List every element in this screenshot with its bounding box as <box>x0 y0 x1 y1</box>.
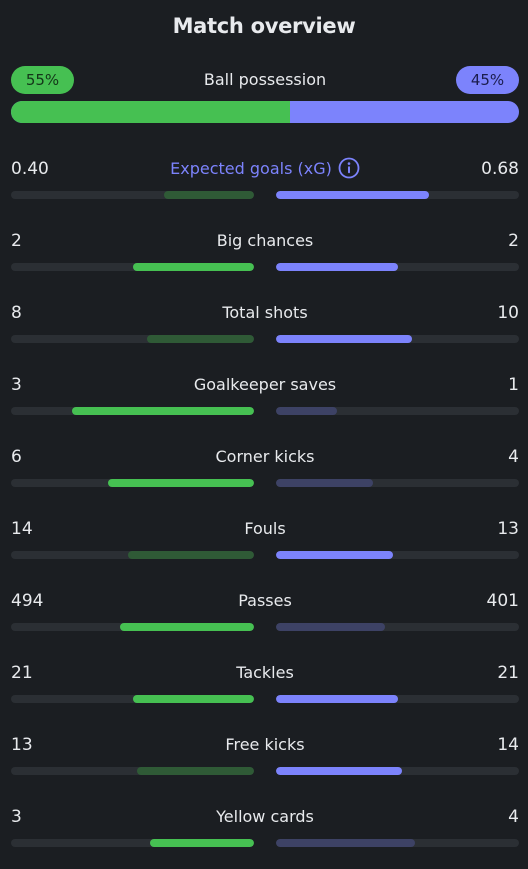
stat-away-value: 401 <box>486 591 519 611</box>
stat-row: 2 Big chances 2 <box>11 230 519 272</box>
stat-away-track <box>276 767 519 775</box>
stat-away-track <box>276 551 519 559</box>
stat-home-track <box>11 839 254 847</box>
stat-away-value: 4 <box>508 807 519 827</box>
stat-home-track <box>11 335 254 343</box>
stat-label: Yellow cards <box>216 807 314 826</box>
stat-label: Expected goals (xG) <box>11 157 519 180</box>
ball-possession-header: 55% Ball possession 45% <box>11 66 519 94</box>
stat-home-value: 13 <box>11 735 33 755</box>
home-possession-badge: 55% <box>11 66 74 94</box>
stat-label: Big chances <box>216 231 314 250</box>
stat-home-track <box>11 479 254 487</box>
stat-row: 14 Fouls 13 <box>11 518 519 560</box>
stat-home-value: 14 <box>11 519 33 539</box>
stat-row: 0.40 Expected goals (xG) 0.68 <box>11 157 519 200</box>
stat-home-fill <box>164 191 254 199</box>
stat-home-fill <box>108 479 254 487</box>
stat-away-fill <box>276 407 337 415</box>
stat-label: Fouls <box>244 519 286 538</box>
stat-away-value: 0.68 <box>481 159 519 179</box>
stat-home-fill <box>132 263 254 271</box>
ball-possession-label: Ball possession <box>203 70 327 89</box>
stat-label: Tackles <box>236 663 294 682</box>
stat-label-text: Expected goals (xG) <box>170 159 332 178</box>
stat-row: 13 Free kicks 14 <box>11 734 519 776</box>
stat-away-fill <box>276 479 374 487</box>
stat-away-track <box>276 839 519 847</box>
stat-home-fill <box>71 407 254 415</box>
stat-label: Goalkeeper saves <box>193 375 337 394</box>
stat-home-track <box>11 767 254 775</box>
stat-away-track <box>276 479 519 487</box>
stat-away-fill <box>276 839 415 847</box>
stat-home-track <box>11 551 254 559</box>
stat-row: 494 Passes 401 <box>11 590 519 632</box>
stat-away-value: 4 <box>508 447 519 467</box>
stat-home-track <box>11 623 254 631</box>
stat-label: Total shots <box>222 303 308 322</box>
info-icon[interactable] <box>338 157 360 179</box>
stat-home-fill <box>147 335 254 343</box>
stat-away-track <box>276 335 519 343</box>
stat-away-fill <box>276 767 403 775</box>
stat-away-value: 1 <box>508 375 519 395</box>
stat-home-value: 21 <box>11 663 33 683</box>
stat-row: 3 Goalkeeper saves 1 <box>11 374 519 416</box>
away-possession-badge: 45% <box>456 66 519 94</box>
stat-home-track <box>11 407 254 415</box>
stat-away-track <box>276 407 519 415</box>
stat-home-value: 0.40 <box>11 159 49 179</box>
stat-home-value: 6 <box>11 447 22 467</box>
stat-away-fill <box>276 263 398 271</box>
stat-home-track <box>11 263 254 271</box>
stat-away-fill <box>276 623 386 631</box>
stat-home-fill <box>149 839 254 847</box>
stat-home-value: 3 <box>11 807 22 827</box>
home-possession-fill <box>11 101 291 123</box>
stat-away-value: 2 <box>508 231 519 251</box>
stat-row: 8 Total shots 10 <box>11 302 519 344</box>
stat-away-fill <box>276 695 398 703</box>
stat-away-value: 21 <box>497 663 519 683</box>
stat-home-value: 3 <box>11 375 22 395</box>
stat-away-value: 13 <box>497 519 519 539</box>
stat-row: 21 Tackles 21 <box>11 662 519 704</box>
stat-away-fill <box>276 191 430 199</box>
stat-away-value: 10 <box>497 303 519 323</box>
stat-home-track <box>11 191 254 199</box>
stat-row: 3 Yellow cards 4 <box>11 806 519 848</box>
stat-home-fill <box>127 551 254 559</box>
stat-home-track <box>11 695 254 703</box>
stat-home-fill <box>137 767 254 775</box>
stat-home-value: 494 <box>11 591 44 611</box>
stat-away-track <box>276 191 519 199</box>
stat-label: Free kicks <box>225 735 305 754</box>
stat-label: Passes <box>238 591 292 610</box>
page-title: Match overview <box>172 14 356 38</box>
stat-away-fill <box>276 551 393 559</box>
stat-home-fill <box>132 695 254 703</box>
stat-label: Corner kicks <box>215 447 315 466</box>
stat-away-fill <box>276 335 413 343</box>
stat-home-value: 2 <box>11 231 22 251</box>
ball-possession-bar <box>11 101 519 123</box>
stat-away-track <box>276 263 519 271</box>
stat-away-track <box>276 623 519 631</box>
stat-home-fill <box>120 623 254 631</box>
stat-home-value: 8 <box>11 303 22 323</box>
stat-away-value: 14 <box>497 735 519 755</box>
stat-row: 6 Corner kicks 4 <box>11 446 519 488</box>
stat-away-track <box>276 695 519 703</box>
